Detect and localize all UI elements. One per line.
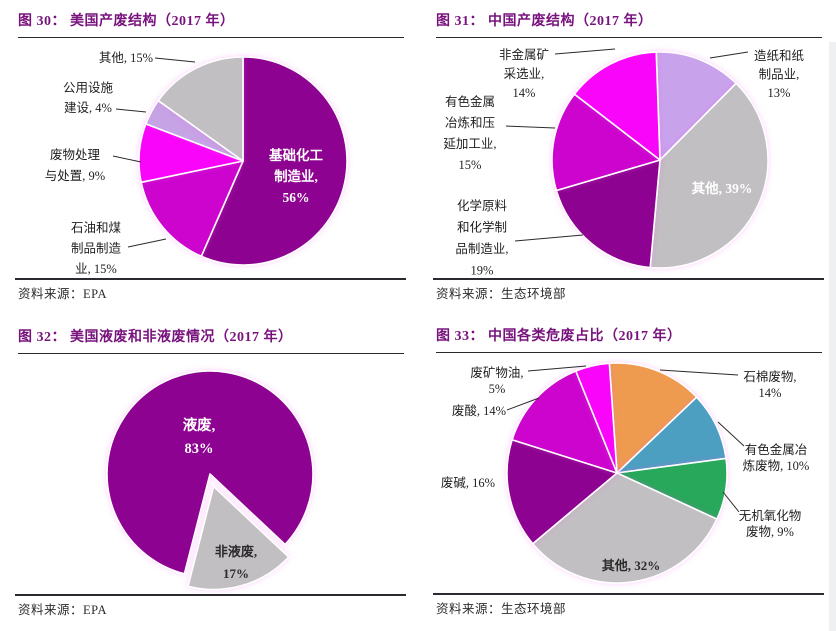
pie-label-other: 其他, 39%: [692, 180, 753, 196]
pie-label-nonmetal-mining: 非金属矿采选业, 14%: [499, 47, 549, 100]
pie-label-inorganic-oxide-waste: 无机氧化物废物, 9%: [739, 509, 802, 539]
pie-slice-other: [531, 472, 718, 584]
pie-label-liquid-waste: 液废, 83%: [183, 416, 216, 457]
leader-line-waste-treatment-disposal: [112, 155, 142, 163]
source-text: 资料来源：生态环境部: [436, 287, 567, 301]
pie-label-nonferrous-smelting-waste: 有色金属冶炼废物, 10%: [743, 442, 810, 473]
source-rule: [433, 278, 824, 280]
leader-line-asbestos-waste: [659, 369, 739, 376]
pie-label-waste-acid: 废酸, 14%: [452, 403, 506, 418]
pie-slice-nonferrous-smelting-rolling: [551, 93, 661, 192]
pie-label-non-liquid-waste: 非液废, 17%: [215, 544, 257, 581]
pie-label-asbestos-waste: 石棉废物, 14%: [743, 369, 796, 400]
pie-slice-chemical-raw-materials: [555, 159, 661, 269]
pie-label-other: 其他, 32%: [602, 558, 661, 573]
leader-line-paper-products: [709, 51, 749, 59]
title-underline: [436, 352, 822, 353]
leader-line-nonmetal-mining: [554, 48, 616, 55]
pie-label-waste-treatment-disposal: 废物处理与处置, 9%: [45, 147, 105, 183]
figure-title: 图 32： 美国液废和非液废情况（2017 年）: [18, 330, 293, 345]
pie-label-basic-chemicals-manufacturing: 基础化工制造业, 56%: [269, 147, 323, 205]
pie-chart-fig30: 基础化工制造业, 56% 石油和煤制品制造业, 15% 废物处理与处置, 9% 公用设施…: [45, 51, 348, 276]
pie-slice-waste-acid: [511, 370, 618, 474]
title-underline: [436, 37, 822, 38]
figure-title: 图 33： 中国各类危废占比（2017 年）: [436, 329, 682, 344]
source-text: 资料来源：EPA: [18, 287, 107, 301]
pie-label-paper-products: 造纸和纸制品业, 13%: [754, 49, 805, 100]
panel-fig31: 造纸和纸制品业, 13% 其他, 39% 化学原料和化学制品制造业, 19% 有色金属冶炼…: [418, 0, 836, 316]
source-rule: [15, 594, 406, 596]
pie-slice-nonmetal-mining: [573, 51, 661, 161]
figure-title: 图 31： 中国产废结构（2017 年）: [436, 14, 653, 29]
title-underline: [18, 37, 404, 38]
leader-line-utilities-construction: [115, 108, 147, 113]
pie-label-utilities-construction: 公用设施建设, 4%: [63, 80, 114, 115]
leader-line-chemical-raw-materials: [514, 234, 584, 242]
pie-slice-basic-chemicals-manufacturing: [200, 56, 348, 266]
pie-slice-asbestos-waste: [608, 362, 698, 474]
pie-label-other: 其他, 15%: [99, 51, 153, 65]
leader-line-waste-acid: [506, 397, 540, 411]
figure-title: 图 30： 美国产废结构（2017 年）: [18, 14, 235, 29]
panel-fig30: 基础化工制造业, 56% 石油和煤制品制造业, 15% 废物处理与处置, 9% 公用设施…: [0, 0, 418, 316]
leader-line-nonferrous-smelting-rolling: [505, 125, 556, 129]
pie-slice-non-liquid-waste: [187, 485, 290, 591]
leader-line-waste-mineral-oil: [527, 365, 587, 372]
leader-line-petroleum-coal-products: [127, 238, 167, 248]
pie-slice-paper-products: [655, 51, 737, 161]
leader-line-inorganic-oxide-waste: [722, 491, 740, 513]
pie-slice-other: [157, 56, 244, 162]
pie-label-waste-alkali: 废碱, 16%: [441, 475, 495, 490]
pie-label-chemical-raw-materials: 化学原料和化学制品制造业, 19%: [455, 198, 508, 278]
title-underline: [18, 353, 404, 354]
leader-line-other: [154, 57, 196, 63]
pie-chart-fig32: 液废, 83% 非液废, 17%: [106, 370, 314, 591]
pie-slice-waste-mineral-oil: [574, 362, 618, 474]
source-rule: [433, 593, 824, 595]
pie-label-waste-mineral-oil: 废矿物油, 5%: [470, 365, 523, 396]
pie-chart-fig33: 石棉废物, 14% 有色金属冶炼废物, 10% 无机氧化物废物, 9% 其他, 32% 废…: [441, 362, 810, 584]
source-rule: [15, 278, 406, 280]
pie-slice-petroleum-coal-products: [140, 160, 244, 258]
pie-slice-waste-alkali: [506, 438, 618, 545]
panel-fig32: 液废, 83% 非液废, 17% 图 32： 美国液废和非液废情况（2017 年） 资…: [0, 316, 418, 631]
pie-chart-fig31: 造纸和纸制品业, 13% 其他, 39% 化学原料和化学制品制造业, 19% 有色金属冶炼…: [443, 47, 805, 278]
pie-slice-other: [649, 82, 769, 269]
page-edge-strip: [829, 42, 836, 631]
panel-fig33: 石棉废物, 14% 有色金属冶炼废物, 10% 无机氧化物废物, 9% 其他, 32% 废…: [418, 315, 836, 631]
source-text: 资料来源：EPA: [18, 603, 107, 617]
leader-line-nonferrous-smelting-waste: [717, 421, 745, 447]
pie-label-nonferrous-smelting-rolling: 有色金属冶炼和压延加工业, 15%: [443, 94, 496, 172]
pie-label-petroleum-coal-products: 石油和煤制品制造业, 15%: [71, 221, 122, 276]
source-text: 资料来源：生态环境部: [436, 602, 567, 616]
pie-slice-liquid-waste: [106, 370, 314, 575]
